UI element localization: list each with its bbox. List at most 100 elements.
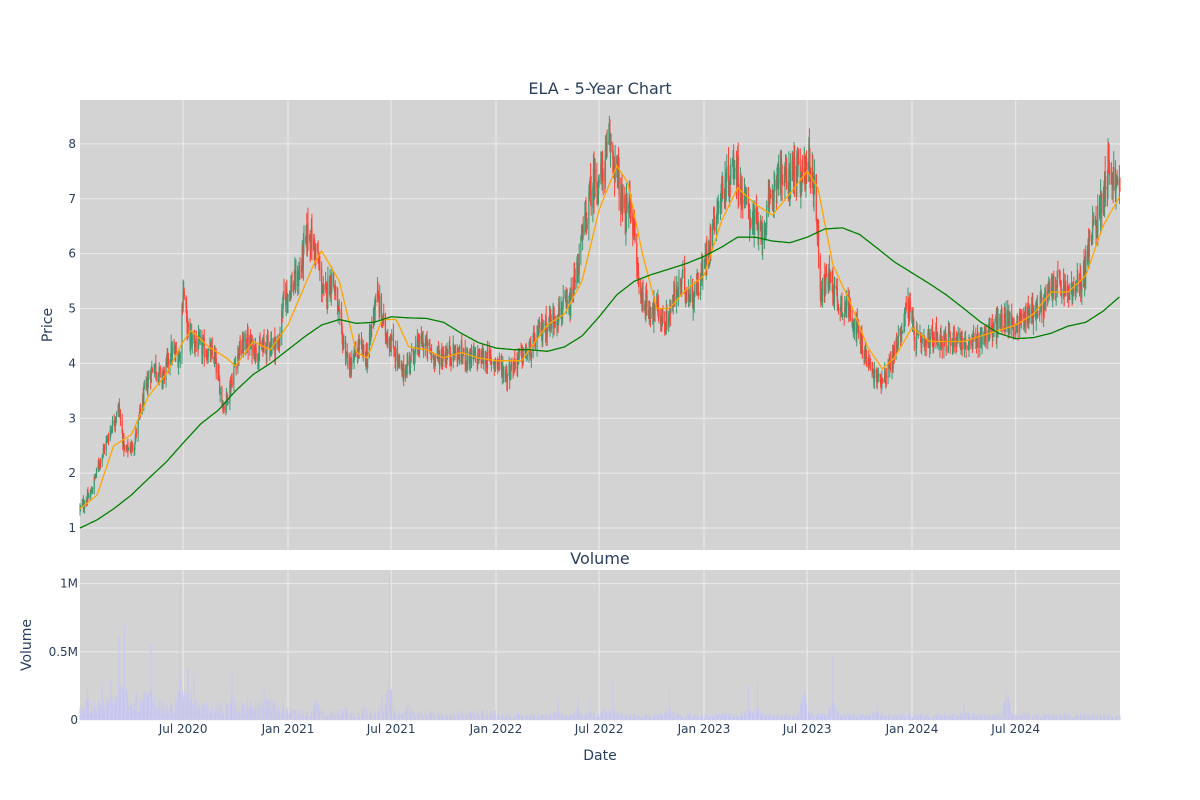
candle-body [1077, 274, 1079, 287]
ma-long-line [79, 227, 1120, 529]
volume-bar [624, 718, 626, 720]
volume-bar [877, 712, 879, 720]
volume-bar [753, 714, 755, 720]
volume-bar [517, 713, 519, 720]
candlestick [379, 284, 381, 318]
candle-body [947, 330, 950, 350]
candle-body [797, 158, 800, 165]
candle-body [608, 141, 610, 144]
candle-body [808, 144, 811, 164]
candle-body [207, 349, 209, 357]
candle-body [931, 327, 934, 347]
volume-bar [194, 706, 196, 720]
volume-bar [712, 715, 713, 720]
volume-bar [215, 708, 217, 720]
candlestick [905, 296, 907, 312]
candlestick [835, 278, 837, 290]
candlestick [363, 344, 365, 358]
candle-body [893, 346, 895, 359]
volume-bar [589, 698, 591, 720]
candlestick [937, 340, 939, 351]
volume-bar [138, 711, 140, 720]
candle-body [956, 333, 959, 339]
candlestick [972, 324, 975, 337]
candle-body [301, 265, 303, 273]
candlestick [395, 340, 397, 372]
volume-bar [562, 714, 564, 720]
candle-body [233, 369, 235, 386]
candlestick [231, 373, 233, 388]
volume-bar [161, 700, 163, 720]
candle-body [951, 344, 953, 346]
candle-body [214, 353, 216, 358]
volume-bar [502, 714, 504, 720]
volume-bar [569, 718, 570, 720]
volume-bar [509, 717, 511, 720]
candlestick [1065, 280, 1067, 297]
volume-bar [493, 711, 495, 720]
candle-body [418, 350, 420, 352]
volume-bar [254, 711, 256, 720]
volume-bar [705, 713, 707, 720]
candle-body [719, 196, 722, 204]
volume-bar [868, 713, 870, 720]
candle-body [127, 443, 129, 452]
volume-bar [298, 715, 300, 720]
candle-body [621, 186, 623, 202]
candle-body [578, 253, 580, 275]
candle-body [161, 370, 163, 384]
candle-body [356, 355, 359, 358]
candle-body [134, 444, 136, 451]
volume-bar [86, 700, 88, 720]
candlestick [257, 352, 259, 370]
candlestick [95, 467, 98, 478]
volume-bar [845, 715, 847, 720]
candle-body [343, 340, 345, 345]
candlestick [624, 193, 626, 235]
volume-bar [825, 718, 827, 720]
volume-bar [753, 711, 755, 720]
candle-body [258, 341, 261, 352]
candle-body [568, 301, 570, 305]
candle-body [649, 305, 651, 317]
candlestick [608, 123, 610, 145]
volume-bar [211, 709, 213, 720]
volume-bar [516, 713, 518, 720]
volume-bar [732, 715, 734, 720]
candle-body [1080, 274, 1082, 292]
candle-body [267, 335, 269, 342]
volume-bar [803, 691, 805, 720]
candlestick [817, 219, 820, 269]
volume-bar [309, 716, 311, 720]
candlestick [550, 314, 552, 333]
candlestick [714, 216, 716, 232]
candle-body [897, 335, 899, 345]
volume-bar [524, 718, 526, 720]
candle-body [428, 342, 430, 347]
candlestick [873, 361, 875, 389]
volume-bar [748, 709, 750, 720]
volume-bar [269, 705, 271, 720]
candlestick [438, 350, 441, 375]
volume-bar [452, 715, 454, 720]
volume-bar [285, 714, 287, 720]
volume-bar [450, 711, 452, 720]
volume-bar [889, 712, 891, 720]
candlestick [654, 302, 656, 323]
volume-bar [769, 713, 771, 720]
volume-bar [125, 689, 127, 720]
candle-body [816, 218, 818, 225]
volume-bar [598, 716, 600, 720]
volume-bar [568, 716, 570, 720]
candle-body [881, 379, 883, 388]
candlestick [813, 159, 816, 195]
volume-bar [562, 716, 564, 720]
candle-body [185, 304, 188, 313]
candle-body [968, 337, 971, 340]
candlestick [383, 303, 385, 326]
volume-bar [561, 712, 562, 720]
volume-bar [818, 713, 819, 720]
candle-body [585, 211, 587, 218]
candle-body [969, 339, 971, 346]
volume-bar [489, 714, 491, 720]
